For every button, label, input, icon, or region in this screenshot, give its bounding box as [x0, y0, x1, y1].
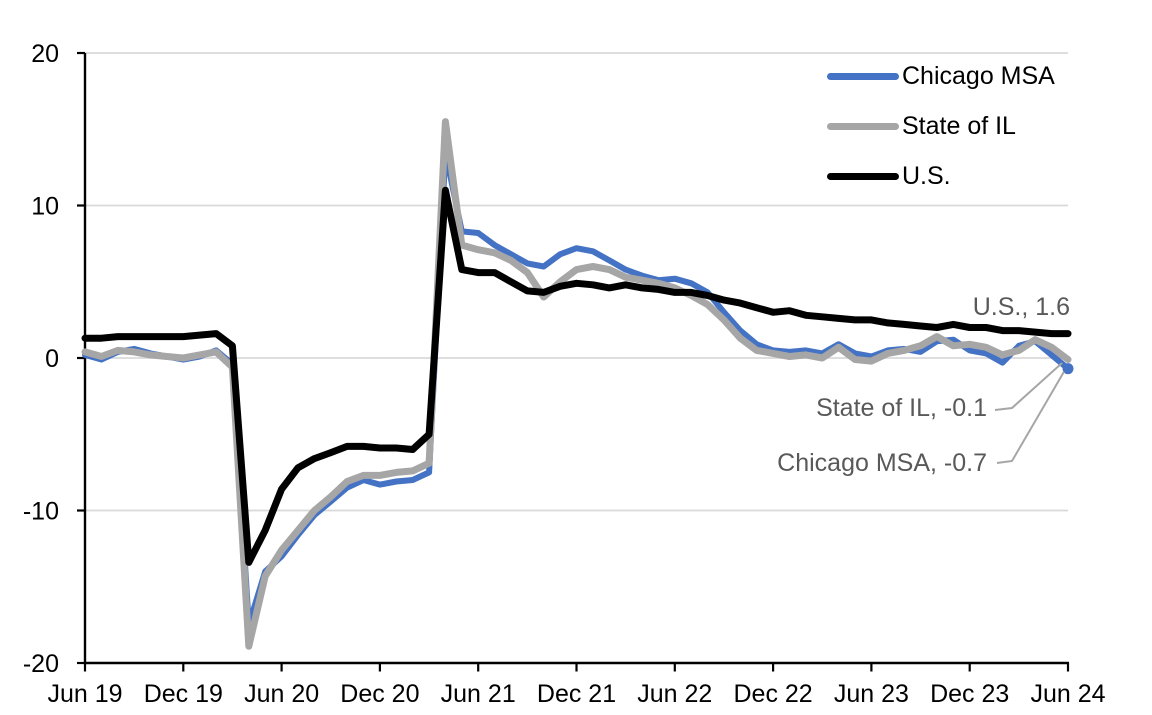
annotation-chicago-msa-end-value: Chicago MSA, -0.7	[777, 449, 987, 477]
legend-swatch-state-of-il	[827, 122, 899, 130]
y-tick-label: 20	[31, 40, 59, 68]
y-tick-label: -10	[23, 498, 59, 526]
series-line-state-of-il	[81, 118, 1072, 650]
chicago-end-marker	[1062, 363, 1074, 375]
legend: Chicago MSA State of IL U.S.	[827, 61, 1055, 191]
x-tick-label: Jun 20	[244, 680, 319, 708]
x-tick-label: Dec 21	[537, 680, 616, 708]
x-tick-label: Jun 24	[1030, 680, 1105, 708]
x-tick-label: Dec 22	[733, 680, 812, 708]
leader-line-chicago-msa	[996, 371, 1065, 464]
legend-label-state-of-il: State of IL	[902, 111, 1016, 140]
y-tick-label: 10	[31, 193, 59, 221]
annotation-us-end-value: U.S., 1.6	[972, 293, 1070, 321]
series-lines	[81, 118, 1074, 650]
gridlines	[85, 52, 1068, 512]
x-tick-label: Dec 20	[340, 680, 419, 708]
legend-swatch-chicago-msa	[827, 72, 899, 80]
y-tick-label: -20	[23, 650, 59, 678]
x-tick-label: Dec 23	[930, 680, 1009, 708]
annotation-state-il-end-value: State of IL, -0.1	[816, 394, 987, 422]
y-tick-label: 0	[45, 345, 59, 373]
x-tick-label: Jun 21	[441, 680, 516, 708]
legend-label-us: U.S.	[902, 161, 951, 190]
legend-item-us: U.S.	[827, 161, 1055, 191]
legend-item-state-of-il: State of IL	[827, 111, 1055, 141]
x-tick-label: Jun 23	[834, 680, 909, 708]
leader-lines	[994, 362, 1065, 464]
legend-swatch-us	[827, 172, 899, 180]
legend-item-chicago-msa: Chicago MSA	[827, 61, 1055, 91]
legend-label-chicago-msa: Chicago MSA	[902, 61, 1055, 90]
leader-line-state-il	[994, 362, 1063, 411]
x-tick-label: Dec 19	[144, 680, 223, 708]
series-line-u-s-	[81, 186, 1072, 566]
x-tick-label: Jun 19	[47, 680, 122, 708]
x-tick-label: Jun 22	[637, 680, 712, 708]
